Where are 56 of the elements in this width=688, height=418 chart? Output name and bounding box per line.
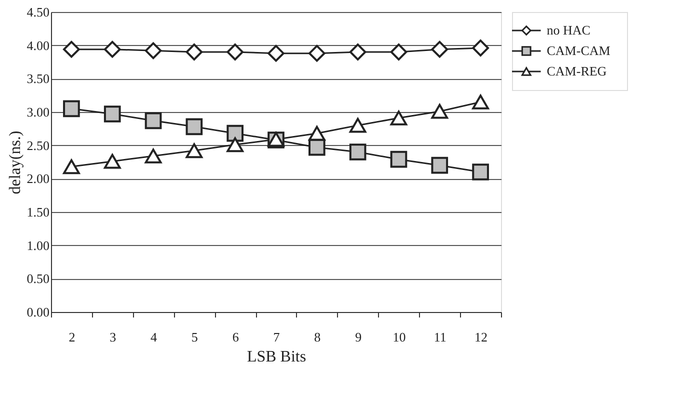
point bbox=[104, 106, 121, 122]
point bbox=[226, 44, 244, 60]
point bbox=[144, 42, 162, 60]
y-tick-label: 2.50 bbox=[26, 138, 50, 153]
x-tick-label: 11 bbox=[434, 330, 446, 344]
y-tick-label: 1.50 bbox=[26, 204, 50, 220]
x-tick-label: 9 bbox=[355, 330, 362, 344]
point bbox=[63, 40, 80, 58]
point bbox=[431, 40, 448, 58]
y-axis-title: delay(ns.) bbox=[6, 130, 24, 194]
point bbox=[472, 40, 489, 56]
legend-label: CAM-CAM bbox=[546, 43, 611, 58]
x-tick-label: 3 bbox=[110, 330, 116, 344]
y-tick-label: 3.00 bbox=[26, 104, 50, 120]
point bbox=[349, 144, 366, 160]
point bbox=[186, 44, 203, 60]
y-tick-label: 2.00 bbox=[26, 171, 50, 186]
y-tick-label: 0.50 bbox=[26, 271, 50, 286]
point bbox=[431, 104, 448, 119]
y-tick-label: 4.50 bbox=[26, 4, 50, 20]
y-tick-label: 0.00 bbox=[26, 304, 50, 320]
x-tick-label: 2 bbox=[68, 330, 76, 344]
point bbox=[186, 143, 203, 158]
point bbox=[268, 44, 284, 62]
point bbox=[390, 150, 408, 168]
x-axis-title: LSB Bits bbox=[246, 348, 306, 366]
point bbox=[308, 44, 326, 62]
y-tick-label: 1.00 bbox=[26, 238, 50, 253]
x-tick-label: 6 bbox=[232, 330, 240, 344]
point bbox=[144, 148, 162, 164]
point bbox=[472, 164, 489, 180]
point bbox=[390, 110, 408, 126]
x-tick-label: 10 bbox=[392, 330, 406, 344]
point bbox=[226, 124, 244, 142]
point bbox=[472, 94, 489, 110]
x-tick-label: 7 bbox=[273, 330, 280, 344]
point bbox=[390, 44, 408, 60]
x-tick-label: 8 bbox=[314, 330, 321, 344]
y-tick-label: 3.50 bbox=[26, 71, 50, 86]
point bbox=[349, 118, 366, 133]
point bbox=[144, 112, 162, 130]
point bbox=[308, 126, 326, 141]
point bbox=[104, 40, 121, 58]
point bbox=[104, 154, 121, 169]
legend-label: no HAC bbox=[546, 22, 590, 38]
point bbox=[186, 118, 203, 136]
point bbox=[431, 156, 448, 174]
point bbox=[63, 100, 80, 118]
point bbox=[349, 44, 366, 60]
point bbox=[226, 137, 244, 152]
x-tick-label: 4 bbox=[150, 330, 158, 344]
y-tick-label: 4.00 bbox=[26, 38, 50, 53]
x-tick-label: 5 bbox=[191, 330, 198, 344]
point bbox=[63, 159, 80, 174]
legend-label: CAM-REG bbox=[546, 64, 607, 79]
x-tick-label: 12 bbox=[474, 330, 488, 344]
